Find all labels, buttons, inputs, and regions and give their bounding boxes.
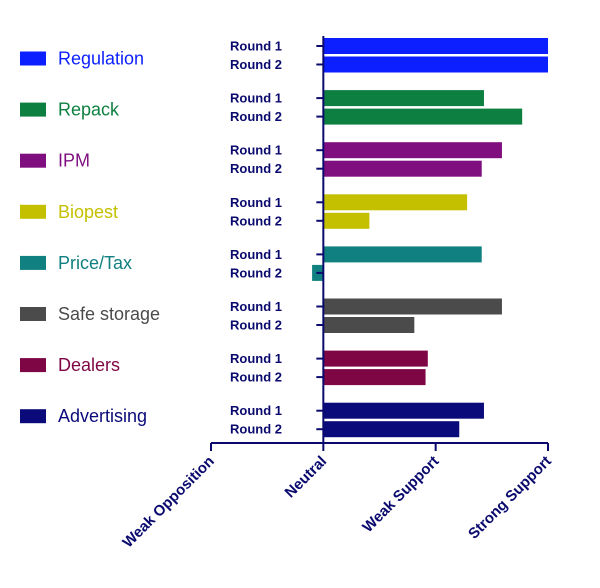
- round-label-dealers-1: Round 1: [230, 351, 282, 366]
- bar-safe-storage-round-1: [323, 298, 502, 315]
- legend-swatch-ipm: [20, 153, 46, 168]
- round-label-safe-storage-2: Round 2: [230, 318, 282, 333]
- bar-safe-storage-round-2: [323, 317, 415, 333]
- legend-swatch-price-tax: [20, 255, 46, 270]
- round-label-repack-1: Round 1: [230, 91, 282, 106]
- round-label-repack-2: Round 2: [230, 109, 282, 124]
- round-label-ipm-2: Round 2: [230, 161, 282, 176]
- round-label-price-tax-1: Round 1: [230, 247, 282, 262]
- round-label-ipm-1: Round 1: [230, 143, 282, 158]
- legend-swatch-safe-storage: [20, 307, 46, 321]
- legend-label-ipm: IPM: [58, 151, 90, 171]
- legend-label-biopest: Biopest: [58, 202, 118, 222]
- round-label-advertising-1: Round 1: [230, 403, 282, 418]
- bar-repack-round-2: [323, 108, 523, 125]
- bar-repack-round-1: [323, 90, 484, 107]
- bars: [312, 38, 548, 438]
- bar-biopest-round-2: [323, 212, 370, 229]
- round-label-safe-storage-1: Round 1: [230, 299, 282, 314]
- x-tick-label-strong-support: Strong Support: [465, 453, 555, 543]
- round-label-price-tax-2: Round 2: [230, 265, 282, 280]
- round-label-dealers-2: Round 2: [230, 370, 282, 385]
- round-label-biopest-1: Round 1: [230, 195, 282, 210]
- x-tick-label-neutral: Neutral: [282, 453, 331, 502]
- x-tick-label-weak-support: Weak Support: [359, 453, 442, 536]
- legend-swatch-dealers: [20, 358, 46, 373]
- legend-label-price-tax: Price/Tax: [58, 253, 132, 273]
- legend-swatch-advertising: [20, 409, 46, 424]
- legend-label-safe-storage: Safe storage: [58, 304, 160, 324]
- legend-label-regulation: Regulation: [58, 49, 144, 69]
- legend-label-repack: Repack: [58, 100, 120, 120]
- bar-dealers-round-1: [323, 350, 428, 367]
- bar-advertising-round-1: [323, 402, 484, 419]
- round-label-regulation-2: Round 2: [230, 57, 282, 72]
- legend-label-advertising: Advertising: [58, 406, 147, 426]
- bar-ipm-round-2: [323, 160, 482, 177]
- legend: Regulation Repack IPM Biopest Price/Tax Safe …: [20, 49, 160, 426]
- bar-regulation-round-1: [323, 38, 548, 54]
- x-tick-label-weak-opposition: Weak Opposition: [119, 453, 217, 551]
- bar-advertising-round-2: [323, 421, 460, 438]
- bar-dealers-round-2: [323, 369, 426, 386]
- round-label-biopest-2: Round 2: [230, 213, 282, 228]
- bar-ipm-round-1: [323, 142, 502, 159]
- legend-swatch-repack: [20, 102, 46, 117]
- legend-swatch-biopest: [20, 204, 46, 219]
- round-label-advertising-2: Round 2: [230, 422, 282, 437]
- bar-biopest-round-1: [323, 194, 468, 211]
- legend-label-dealers: Dealers: [58, 355, 120, 375]
- round-label-regulation-1: Round 1: [230, 39, 282, 54]
- bar-regulation-round-2: [323, 56, 548, 73]
- bar-price-tax-round-1: [323, 246, 482, 263]
- legend-swatch-regulation: [20, 51, 46, 66]
